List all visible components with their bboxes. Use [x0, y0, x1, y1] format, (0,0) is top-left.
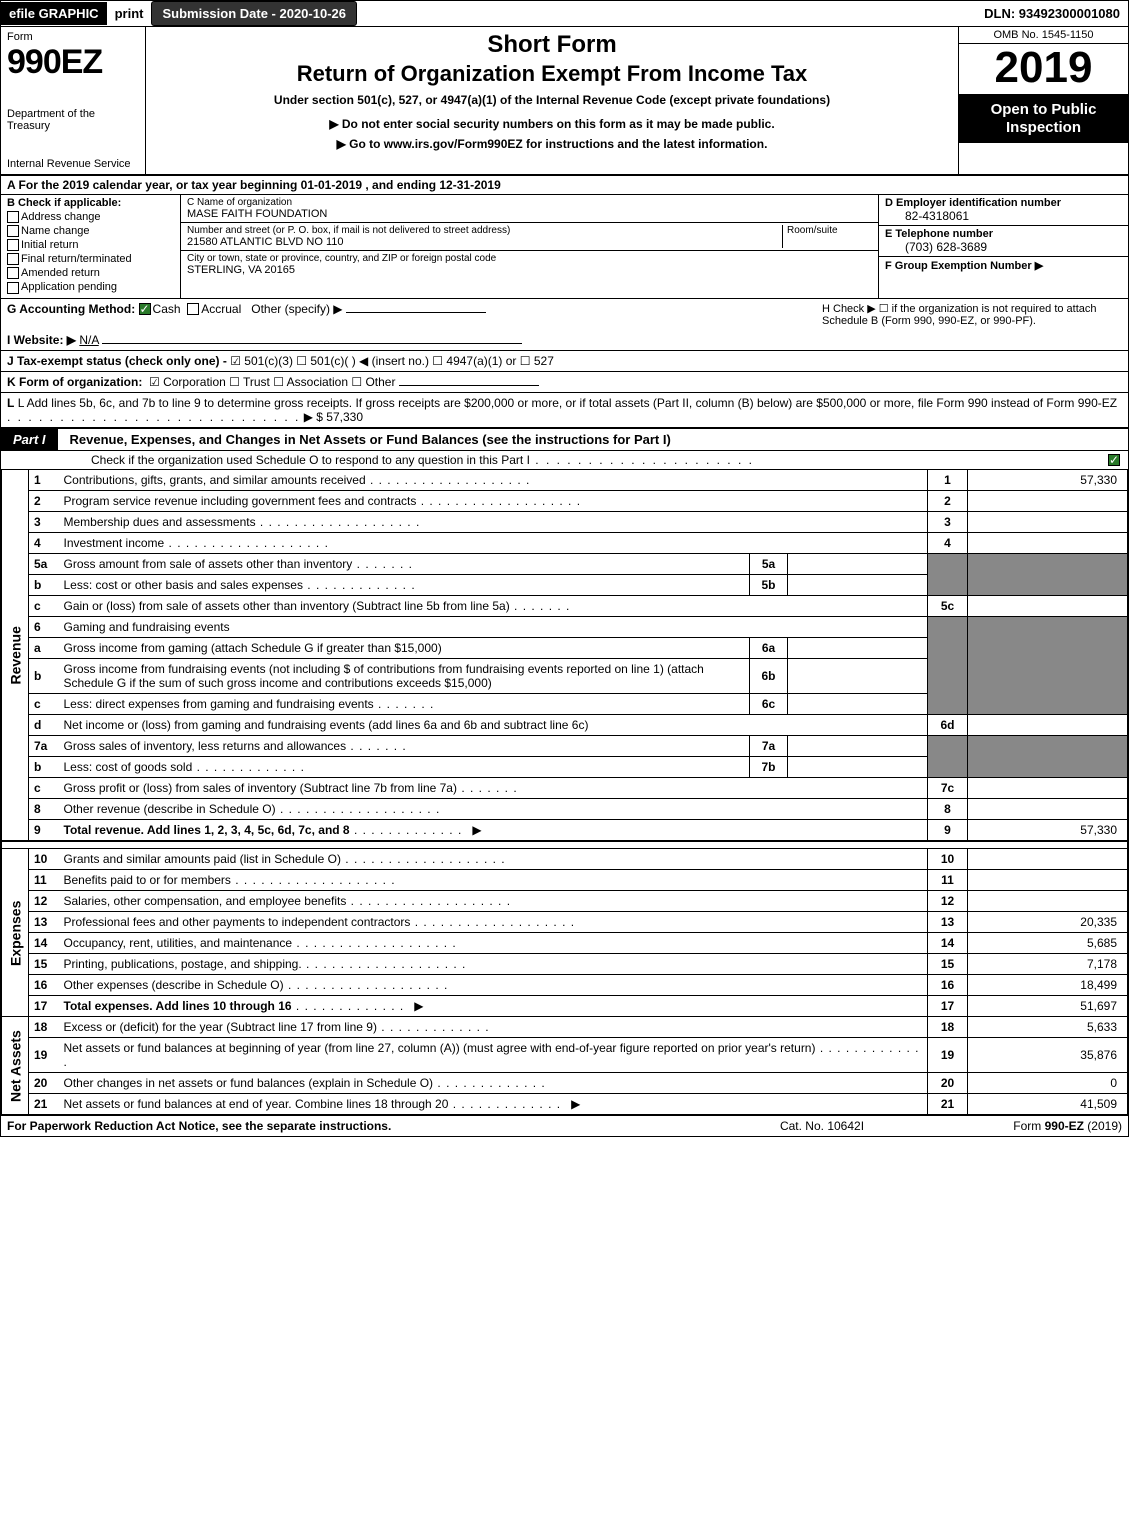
section-b-checks: B Check if applicable: Address change Na… — [1, 195, 181, 298]
part-i-subtitle-row: Check if the organization used Schedule … — [1, 451, 1128, 469]
line-5a-value — [788, 553, 928, 574]
gk-block: G Accounting Method: Cash Accrual Other … — [1, 299, 1128, 428]
l-amount: ▶ $ 57,330 — [304, 410, 363, 424]
line-7a-value — [788, 735, 928, 756]
e-label: E Telephone number — [885, 228, 1122, 240]
expenses-side-label: Expenses — [2, 849, 29, 1017]
c-label: C Name of organization — [187, 197, 872, 208]
chk-address-change[interactable]: Address change — [7, 211, 174, 223]
line-6a-value — [788, 637, 928, 658]
line-2-value — [968, 490, 1128, 511]
line-19-value: 35,876 — [968, 1038, 1128, 1073]
l-gross-receipts: L L Add lines 5b, 6c, and 7b to line 9 t… — [7, 396, 1122, 424]
j-tax-exempt: J Tax-exempt status (check only one) - ☑… — [7, 354, 1122, 368]
ein-value: 82-4318061 — [885, 209, 1122, 223]
line-11-value — [968, 870, 1128, 891]
efile-graphic-label: efile GRAPHIC — [1, 2, 107, 25]
phone-value: (703) 628-3689 — [885, 240, 1122, 254]
part-i-title: Revenue, Expenses, and Changes in Net As… — [58, 432, 1128, 447]
goto-link[interactable]: ▶ Go to www.irs.gov/Form990EZ for instru… — [154, 137, 950, 151]
line-9-value: 57,330 — [968, 819, 1128, 841]
chk-final-return[interactable]: Final return/terminated — [7, 253, 174, 265]
line-7b-value — [788, 756, 928, 777]
net-assets-side-label: Net Assets — [2, 1017, 29, 1115]
line-6d-value — [968, 714, 1128, 735]
chk-amended-return[interactable]: Amended return — [7, 267, 174, 279]
d-label: D Employer identification number — [885, 197, 1122, 209]
website-value: N/A — [79, 333, 98, 347]
line-5c-value — [968, 595, 1128, 616]
dept-treasury: Department of the Treasury — [7, 108, 139, 132]
ssn-warning: ▶ Do not enter social security numbers o… — [154, 117, 950, 131]
line-13-value: 20,335 — [968, 912, 1128, 933]
form-ref: Form 990-EZ (2019) — [922, 1119, 1122, 1133]
chk-cash[interactable] — [139, 303, 151, 315]
line-8-value — [968, 798, 1128, 819]
line-16-value: 18,499 — [968, 975, 1128, 996]
section-a-tax-year: A For the 2019 calendar year, or tax yea… — [1, 176, 1128, 195]
submission-date-box: Submission Date - 2020-10-26 — [151, 1, 357, 26]
chk-schedule-o[interactable] — [1108, 454, 1120, 466]
line-6c-value — [788, 693, 928, 714]
line-10-value — [968, 849, 1128, 870]
line-18-value: 5,633 — [968, 1017, 1128, 1038]
header-center: Short Form Return of Organization Exempt… — [146, 27, 958, 174]
header-left: Form 990EZ Department of the Treasury In… — [1, 27, 146, 174]
under-section-text: Under section 501(c), 527, or 4947(a)(1)… — [154, 93, 950, 107]
line-3-value — [968, 511, 1128, 532]
org-address: 21580 ATLANTIC BLVD NO 110 — [187, 236, 782, 248]
line-1-value: 57,330 — [968, 469, 1128, 490]
line-20-value: 0 — [968, 1073, 1128, 1094]
entity-block: B Check if applicable: Address change Na… — [1, 195, 1128, 299]
omb-number: OMB No. 1545-1150 — [959, 27, 1128, 44]
dln-label: DLN: 93492300001080 — [976, 2, 1128, 25]
tax-year: 2019 — [959, 44, 1128, 95]
form-header: Form 990EZ Department of the Treasury In… — [1, 27, 1128, 176]
open-public-badge: Open to Public Inspection — [959, 95, 1128, 143]
return-title: Return of Organization Exempt From Incom… — [154, 61, 950, 87]
line-17-value: 51,697 — [968, 996, 1128, 1017]
form-990ez-page: efile GRAPHIC print Submission Date - 20… — [0, 0, 1129, 1137]
paperwork-notice: For Paperwork Reduction Act Notice, see … — [7, 1119, 722, 1133]
line-4-value — [968, 532, 1128, 553]
revenue-side-label: Revenue — [2, 469, 29, 841]
i-website: I Website: ▶ N/A — [7, 333, 822, 347]
part-i-subtitle: Check if the organization used Schedule … — [91, 453, 530, 467]
line-5b-value — [788, 574, 928, 595]
chk-application-pending[interactable]: Application pending — [7, 281, 174, 293]
top-bar: efile GRAPHIC print Submission Date - 20… — [1, 1, 1128, 27]
line-21-value: 41,509 — [968, 1094, 1128, 1115]
form-word: Form — [7, 31, 139, 43]
f-label: F Group Exemption Number ▶ — [885, 259, 1122, 272]
line-15-value: 7,178 — [968, 954, 1128, 975]
b-label: B Check if applicable: — [7, 197, 174, 209]
part-i-header: Part I Revenue, Expenses, and Changes in… — [1, 428, 1128, 451]
section-d-e-f: D Employer identification number 82-4318… — [878, 195, 1128, 298]
chk-accrual[interactable] — [187, 303, 199, 315]
h-check-text: H Check ▶ ☐ if the organization is not r… — [822, 302, 1122, 327]
short-form-title: Short Form — [154, 31, 950, 59]
org-name: MASE FAITH FOUNDATION — [187, 208, 872, 220]
line-14-value: 5,685 — [968, 933, 1128, 954]
k-form-org: K Form of organization: ☑ Corporation ☐ … — [7, 375, 1122, 389]
header-right: OMB No. 1545-1150 2019 Open to Public In… — [958, 27, 1128, 174]
section-c-org: C Name of organization MASE FAITH FOUNDA… — [181, 195, 878, 298]
print-label[interactable]: print — [107, 2, 152, 25]
addr-label: Number and street (or P. O. box, if mail… — [187, 225, 782, 236]
part-i-tab: Part I — [1, 429, 58, 450]
chk-name-change[interactable]: Name change — [7, 225, 174, 237]
g-accounting-method: G Accounting Method: Cash Accrual Other … — [7, 302, 822, 327]
form-number: 990EZ — [7, 43, 139, 82]
part-i-table: Revenue 1 Contributions, gifts, grants, … — [1, 469, 1128, 1116]
line-6b-value — [788, 658, 928, 693]
line-7c-value — [968, 777, 1128, 798]
city-label: City or town, state or province, country… — [187, 253, 872, 264]
org-city: STERLING, VA 20165 — [187, 264, 872, 276]
room-label: Room/suite — [787, 225, 872, 236]
chk-initial-return[interactable]: Initial return — [7, 239, 174, 251]
cat-no: Cat. No. 10642I — [722, 1119, 922, 1133]
irs-label: Internal Revenue Service — [7, 158, 139, 170]
page-footer: For Paperwork Reduction Act Notice, see … — [1, 1115, 1128, 1136]
line-12-value — [968, 891, 1128, 912]
